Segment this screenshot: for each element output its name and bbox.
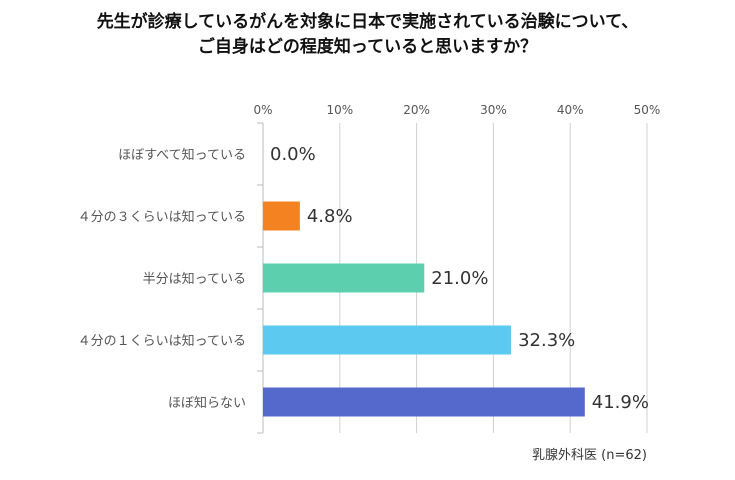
sample-note: 乳腺外科医 (n=62)	[532, 448, 647, 463]
category-label: ほぼすべて知っている	[118, 147, 246, 163]
x-tick-label: 40%	[557, 103, 584, 117]
bar	[263, 263, 425, 293]
bar	[263, 325, 512, 355]
data-label: 4.8%	[307, 206, 353, 227]
data-label: 21.0%	[431, 268, 488, 289]
x-tick-label: 50%	[634, 103, 661, 117]
x-tick-label: 0%	[253, 103, 272, 117]
x-tick-label: 30%	[480, 103, 507, 117]
bar	[263, 387, 585, 417]
category-label: ほぼ知らない	[168, 395, 246, 411]
data-label: 32.3%	[518, 330, 575, 351]
chart-title-line-1: 先生が診療しているがんを対象に日本で実施されている治験について、	[96, 12, 639, 32]
x-tick-label: 10%	[326, 103, 353, 117]
category-label: ４分の３くらいは知っている	[78, 209, 246, 225]
bar	[263, 201, 300, 231]
category-label: 半分は知っている	[143, 271, 246, 287]
x-tick-label: 20%	[403, 103, 430, 117]
category-label: ４分の１くらいは知っている	[78, 333, 246, 349]
data-label: 0.0%	[270, 144, 316, 165]
data-label: 41.9%	[592, 392, 649, 413]
chart-title-line-2: ご自身はどの程度知っていると思いますか？	[197, 37, 538, 57]
